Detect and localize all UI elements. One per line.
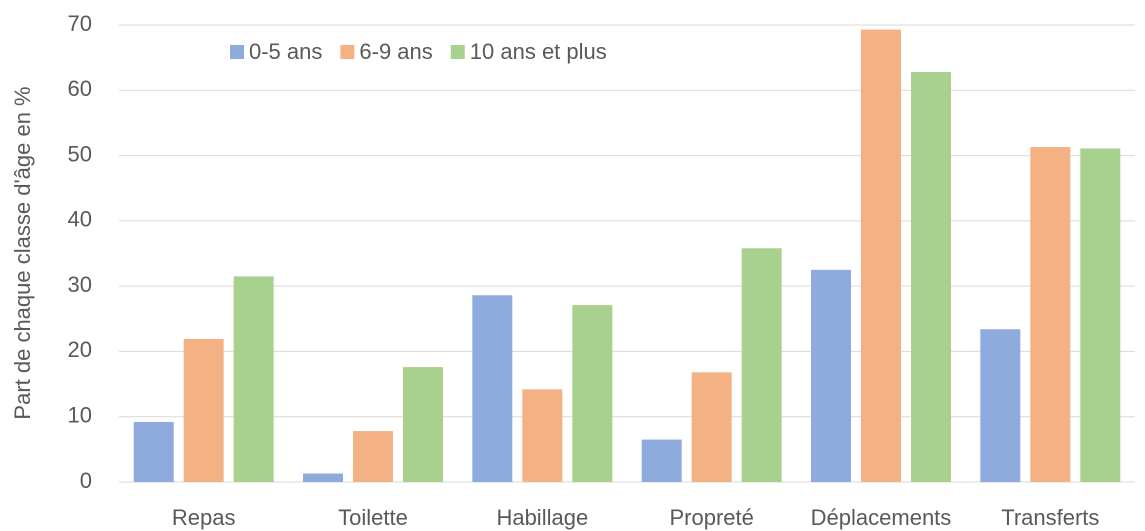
bar <box>811 269 851 482</box>
x-tick-label: Repas <box>172 505 236 530</box>
legend-swatch <box>450 45 465 59</box>
y-tick-label: 20 <box>68 337 92 362</box>
bar <box>691 372 732 482</box>
y-tick-label: 10 <box>68 403 92 428</box>
bar <box>911 72 951 483</box>
x-tick-label: Déplacements <box>811 505 952 530</box>
y-tick-label: 40 <box>68 207 92 232</box>
bar <box>303 473 343 482</box>
bar <box>861 29 901 482</box>
bar <box>522 389 563 482</box>
legend-label: 6-9 ans <box>359 39 432 64</box>
y-tick-label: 0 <box>80 468 92 493</box>
bar <box>572 305 613 482</box>
legend-swatch <box>340 45 355 59</box>
bar <box>233 276 274 482</box>
x-tick-label: Transferts <box>1001 505 1099 530</box>
x-tick-label: Toilette <box>338 505 408 530</box>
bar <box>183 339 224 482</box>
bar <box>641 439 682 482</box>
y-tick-label: 70 <box>68 11 92 36</box>
y-tick-label: 50 <box>68 141 92 166</box>
y-tick-label: 60 <box>68 76 92 101</box>
legend-label: 0-5 ans <box>249 39 322 64</box>
x-tick-label: Propreté <box>669 505 753 530</box>
bar <box>741 248 782 482</box>
bar <box>472 295 513 482</box>
bar <box>1030 147 1071 482</box>
bar <box>133 421 174 482</box>
legend-label: 10 ans et plus <box>470 39 607 64</box>
legend-swatch <box>230 45 244 59</box>
x-tick-label: Habillage <box>496 505 588 530</box>
bar <box>353 431 393 482</box>
y-tick-label: 30 <box>68 272 92 297</box>
bar <box>1080 148 1121 482</box>
bar <box>980 329 1021 482</box>
y-axis-label: Part de chaque classe d'âge en % <box>10 86 35 419</box>
bar <box>403 367 443 482</box>
